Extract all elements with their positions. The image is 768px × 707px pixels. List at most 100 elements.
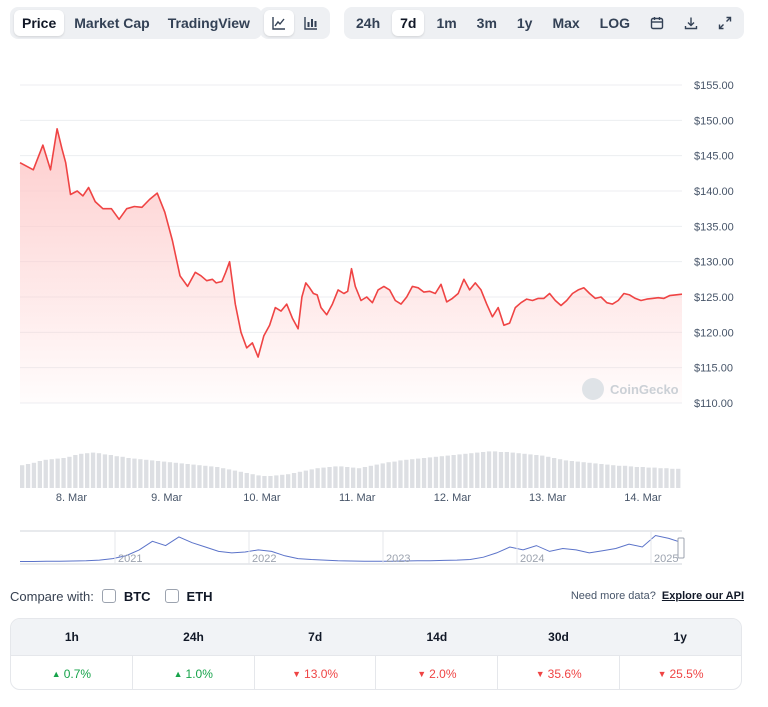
- volume-bar: [546, 456, 551, 488]
- volume-bar: [232, 470, 238, 488]
- volume-bar: [144, 459, 149, 488]
- navigator-year-label: 2021: [118, 553, 142, 565]
- range-7d[interactable]: 7d: [392, 10, 425, 36]
- volume-bar: [362, 467, 368, 488]
- x-tick-label: 10. Mar: [243, 492, 281, 504]
- x-tick-label: 9. Mar: [151, 492, 183, 504]
- volume-bar: [404, 459, 409, 488]
- volume-bar: [291, 473, 297, 488]
- change-cell: ▼ 13.0%: [253, 656, 376, 689]
- volume-bar: [327, 467, 332, 488]
- volume-bar: [392, 461, 397, 488]
- volume-bar: [150, 460, 155, 488]
- volume-bar: [286, 474, 291, 488]
- table-row: ▲ 0.7% ▲ 1.0% ▼ 13.0% ▼ 2.0% ▼ 35.6% ▼ 25.5%: [11, 655, 741, 689]
- compare-btc-checkbox[interactable]: BTC: [101, 588, 151, 604]
- volume-bar: [658, 468, 663, 488]
- x-tick-label: 11. Mar: [338, 492, 376, 504]
- download-icon[interactable]: [676, 10, 706, 36]
- price-area-fill: [20, 128, 682, 404]
- volume-bar: [374, 464, 379, 488]
- volume-bar: [605, 464, 610, 488]
- compare-eth-checkbox[interactable]: ETH: [164, 589, 213, 604]
- volume-bar: [244, 473, 249, 488]
- api-prompt: Need more data? Explore our API: [571, 590, 744, 602]
- api-prompt-text: Need more data?: [570, 590, 656, 602]
- x-tick-label: 14. Mar: [624, 492, 662, 504]
- volume-bar: [209, 466, 214, 488]
- volume-bar: [315, 468, 320, 488]
- range-1y[interactable]: 1y: [516, 15, 533, 31]
- volume-bar: [445, 455, 450, 488]
- volume-bar: [102, 454, 108, 488]
- navigator-line: [20, 534, 683, 562]
- price-chart[interactable]: $155.00 $150.00 $145.00 $140.00 $135.00 $130.…: [0, 60, 768, 420]
- change-cell: ▼ 2.0%: [375, 656, 497, 689]
- x-tick-label: 13. Mar: [529, 492, 567, 504]
- volume-bar: [85, 453, 90, 488]
- volume-bar: [250, 474, 255, 488]
- range-24h[interactable]: 24h: [356, 15, 381, 31]
- volume-bar: [262, 476, 267, 488]
- volume-bar: [421, 458, 427, 488]
- volume-bar: [628, 466, 634, 488]
- tab-price[interactable]: Price: [14, 10, 65, 36]
- range-3m[interactable]: 3m: [476, 15, 497, 31]
- volume-bar: [634, 467, 639, 488]
- column-header: 24h: [183, 630, 204, 644]
- range-navigator[interactable]: 2021 2022 2023 2024 2025: [0, 528, 768, 568]
- volume-bar: [303, 470, 308, 488]
- volume-bar: [410, 459, 415, 488]
- y-tick-label: $110.00: [694, 398, 733, 410]
- volume-bar: [599, 464, 604, 488]
- view-tabs: Price Market Cap TradingView: [10, 7, 262, 39]
- volume-bar: [670, 468, 675, 488]
- navigator-year-label: 2023: [386, 553, 410, 565]
- volume-bar: [161, 461, 167, 488]
- volume-bar: [652, 467, 657, 488]
- candlestick-chart-icon[interactable]: [296, 10, 326, 36]
- volume-bar: [173, 462, 178, 488]
- volume-bar: [356, 468, 362, 488]
- y-tick-label: $125.00: [694, 292, 734, 304]
- volume-bar: [368, 465, 373, 488]
- volume-bar: [433, 456, 439, 488]
- volume-bar: [203, 465, 208, 488]
- volume-bar: [569, 461, 574, 488]
- volume-bar: [215, 467, 220, 488]
- range-max[interactable]: Max: [552, 15, 580, 31]
- volume-bar: [510, 452, 515, 488]
- line-chart-icon[interactable]: [264, 10, 294, 36]
- volume-bar: [274, 475, 279, 488]
- volume-bar: [90, 452, 96, 488]
- volume-bar: [126, 458, 131, 488]
- volume-bar: [575, 461, 580, 488]
- checkbox-box[interactable]: [101, 589, 116, 603]
- y-tick-label: $150.00: [694, 115, 734, 127]
- volume-bar: [552, 458, 557, 488]
- tab-market-cap[interactable]: Market Cap: [74, 15, 150, 31]
- watermark-text: CoinGecko: [610, 381, 679, 397]
- column-header: 1h: [64, 630, 79, 644]
- checkbox-box[interactable]: [164, 589, 179, 603]
- volume-bar: [61, 458, 66, 488]
- y-tick-label: $115.00: [694, 363, 733, 375]
- volume-bar: [138, 459, 143, 488]
- volume-bar: [676, 468, 681, 488]
- tab-tradingview[interactable]: TradingView: [167, 15, 250, 31]
- compare-option-label: BTC: [123, 588, 151, 604]
- volume-bar: [167, 462, 173, 488]
- volume-bar: [451, 455, 456, 488]
- range-1m[interactable]: 1m: [436, 15, 457, 31]
- chart-style-toggle: [260, 7, 330, 39]
- navigator-year-label: 2025: [654, 553, 678, 565]
- calendar-icon[interactable]: [642, 10, 672, 36]
- volume-bar: [333, 466, 338, 488]
- explore-api-link[interactable]: Explore our API: [661, 590, 744, 602]
- volume-bar: [49, 459, 54, 488]
- coingecko-watermark: CoinGecko: [582, 378, 679, 400]
- volume-bar: [155, 461, 161, 488]
- range-log[interactable]: LOG: [599, 15, 630, 31]
- expand-icon[interactable]: [710, 10, 740, 36]
- volume-bar: [557, 459, 563, 488]
